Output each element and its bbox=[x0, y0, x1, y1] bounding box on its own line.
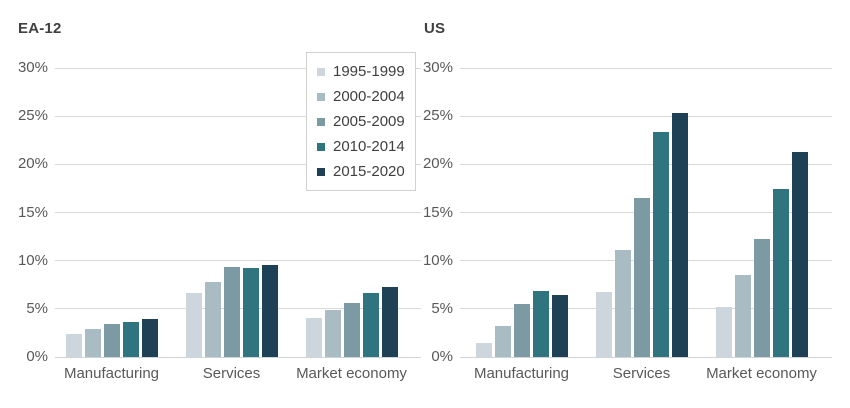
bar-2000-2004 bbox=[324, 309, 341, 357]
y-axis-tick-label: 30% bbox=[17, 59, 48, 76]
bar-2005-2009 bbox=[223, 267, 240, 357]
legend: 1995-1999 2000-2004 2005-2009 2010-2014 2015… bbox=[306, 52, 416, 191]
y-axis-tick-label: 0% bbox=[26, 348, 48, 365]
x-axis-category-label: Services bbox=[612, 365, 671, 382]
gridline-0 bbox=[55, 356, 421, 358]
gridline-30 bbox=[460, 67, 832, 69]
bar-group-services bbox=[595, 113, 688, 357]
legend-entry-label: 2015-2020 bbox=[333, 163, 405, 180]
x-axis-category-label: Manufacturing bbox=[473, 365, 570, 382]
bar-2010-2014 bbox=[122, 322, 139, 357]
bar-2015-2020 bbox=[791, 151, 808, 357]
legend-entry: 1995-1999 bbox=[317, 59, 405, 84]
bar-1995-1999 bbox=[715, 306, 732, 357]
bar-2005-2009 bbox=[343, 303, 360, 357]
gridline-15 bbox=[55, 212, 421, 213]
bar-2010-2014 bbox=[242, 268, 259, 357]
bar-2015-2020 bbox=[261, 265, 278, 357]
gridline-0 bbox=[460, 356, 832, 358]
legend-entry: 2005-2009 bbox=[317, 109, 405, 134]
bar-1995-1999 bbox=[475, 342, 492, 357]
y-axis-tick-label: 25% bbox=[422, 107, 453, 125]
bar-group-manufacturing bbox=[475, 290, 568, 357]
legend-color-swatch-icon bbox=[317, 142, 325, 151]
legend-color-swatch-icon bbox=[317, 117, 325, 126]
bar-2010-2014 bbox=[362, 293, 379, 357]
bar-1995-1999 bbox=[185, 293, 202, 357]
legend-entry-label: 1995-1999 bbox=[333, 63, 405, 80]
y-axis-tick-label: 0% bbox=[431, 348, 453, 365]
bar-1995-1999 bbox=[595, 292, 612, 357]
bar-group-services bbox=[185, 265, 278, 357]
bar-2000-2004 bbox=[614, 250, 631, 357]
legend-entry: 2000-2004 bbox=[317, 84, 405, 109]
gridline-25 bbox=[460, 115, 832, 117]
bar-2005-2009 bbox=[753, 238, 770, 357]
x-axis-category-label: Manufacturing bbox=[63, 365, 160, 382]
bar-2005-2009 bbox=[103, 324, 120, 357]
x-axis-category-label: Market economy bbox=[706, 365, 817, 382]
bar-2005-2009 bbox=[513, 304, 530, 357]
bar-2005-2009 bbox=[633, 198, 650, 357]
bar-2015-2020 bbox=[381, 286, 398, 357]
bar-2010-2014 bbox=[532, 290, 549, 357]
bar-2015-2020 bbox=[671, 113, 688, 357]
bar-2000-2004 bbox=[494, 326, 511, 357]
gridline-10 bbox=[55, 260, 421, 262]
bar-2000-2004 bbox=[204, 281, 221, 357]
legend-color-swatch-icon bbox=[317, 67, 325, 76]
plot-area-us bbox=[460, 67, 832, 358]
legend-entry-label: 2005-2009 bbox=[333, 113, 405, 130]
chart-title-ea12: EA-12 bbox=[18, 20, 62, 37]
legend-color-swatch-icon bbox=[317, 167, 325, 176]
y-axis-tick-label: 10% bbox=[17, 251, 48, 269]
x-axis-category-label: Services bbox=[202, 365, 261, 382]
legend-color-swatch-icon bbox=[317, 92, 325, 101]
y-axis-tick-label: 10% bbox=[422, 251, 453, 269]
y-axis-tick-label: 20% bbox=[17, 155, 48, 173]
bar-group-market-economy bbox=[305, 286, 398, 357]
bar-2015-2020 bbox=[551, 295, 568, 357]
bar-2010-2014 bbox=[772, 189, 789, 357]
bar-2010-2014 bbox=[652, 131, 669, 357]
gridline-25 bbox=[55, 115, 421, 117]
bar-1995-1999 bbox=[305, 318, 322, 357]
bar-2000-2004 bbox=[84, 329, 101, 357]
y-axis-tick-label: 15% bbox=[422, 203, 453, 221]
plot-area-ea12 bbox=[55, 67, 421, 358]
bar-1995-1999 bbox=[65, 333, 82, 357]
y-axis-tick-label: 5% bbox=[26, 299, 48, 317]
bar-group-manufacturing bbox=[65, 319, 158, 357]
y-axis-tick-label: 5% bbox=[431, 299, 453, 317]
gridline-30 bbox=[55, 67, 421, 69]
bar-2015-2020 bbox=[141, 319, 158, 357]
gridline-20 bbox=[55, 163, 421, 165]
y-axis-tick-label: 15% bbox=[17, 203, 48, 221]
legend-entry: 2015-2020 bbox=[317, 159, 405, 184]
bar-group-market-economy bbox=[715, 151, 808, 357]
y-axis-tick-label: 25% bbox=[17, 107, 48, 125]
gridline-20 bbox=[460, 163, 832, 165]
legend-entry: 2010-2014 bbox=[317, 134, 405, 159]
chart-title-us: US bbox=[424, 20, 446, 37]
x-axis-category-label: Market economy bbox=[296, 365, 407, 382]
y-axis-tick-label: 20% bbox=[422, 155, 453, 173]
legend-entry-label: 2000-2004 bbox=[333, 88, 405, 105]
y-axis-tick-label: 30% bbox=[422, 59, 453, 76]
bar-2000-2004 bbox=[734, 275, 751, 357]
legend-entry-label: 2010-2014 bbox=[333, 138, 405, 155]
